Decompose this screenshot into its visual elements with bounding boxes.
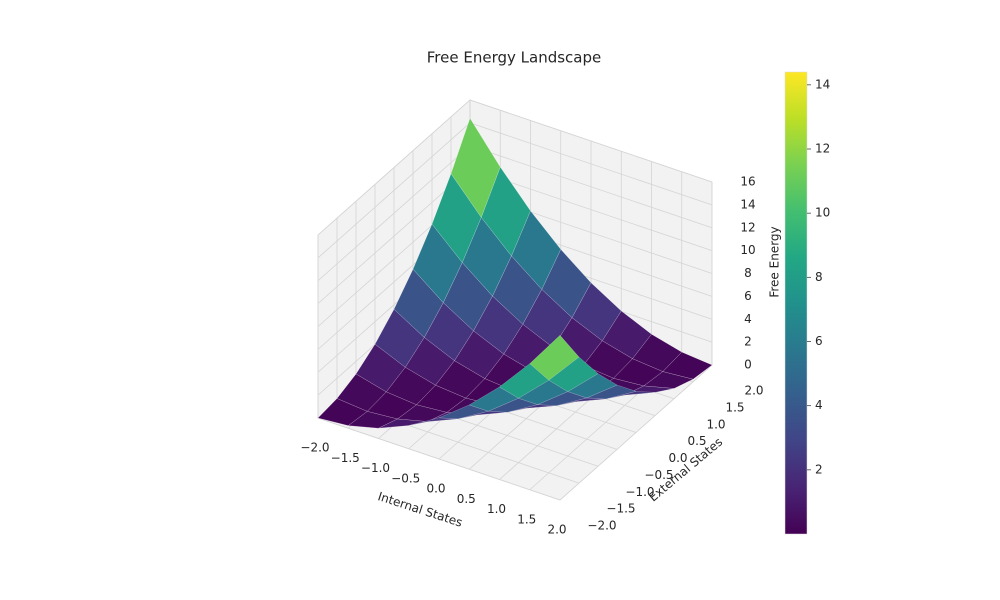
z-tick-label: 6 bbox=[744, 289, 752, 303]
grid-line bbox=[317, 122, 471, 259]
y-tick-label: 0.5 bbox=[687, 434, 706, 448]
y-tick-label: 2.0 bbox=[744, 384, 763, 398]
grid-line bbox=[317, 145, 471, 282]
colorbar-tick-label: 10 bbox=[815, 206, 830, 220]
surface-facet bbox=[643, 371, 694, 389]
z-tick-label: 8 bbox=[744, 266, 752, 280]
chart-title: Free Energy Landscape bbox=[427, 49, 601, 67]
colorbar-tick-label: 4 bbox=[815, 398, 823, 412]
x-tick-label: 0.5 bbox=[457, 492, 476, 506]
x-tick-label: 1.5 bbox=[517, 512, 536, 526]
colorbar bbox=[784, 71, 808, 535]
z-tick-label: 16 bbox=[740, 175, 755, 189]
z-axis-label: Free Energy bbox=[768, 226, 782, 297]
z-tick-label: 4 bbox=[744, 312, 752, 326]
grid-line bbox=[469, 99, 713, 183]
y-tick-label: 0.0 bbox=[668, 451, 687, 465]
y-tick-label: −0.5 bbox=[644, 468, 673, 482]
grid-line bbox=[469, 122, 713, 206]
x-axis-label: Internal States bbox=[376, 489, 464, 530]
colorbar-ticks: 2 4 6 8 10 12 14 bbox=[807, 77, 830, 476]
grid-line bbox=[469, 145, 713, 229]
surface-facet bbox=[548, 356, 599, 392]
surface-facet bbox=[567, 373, 618, 399]
colorbar-tick-label: 6 bbox=[815, 334, 823, 348]
y-tick-label: 1.5 bbox=[725, 400, 744, 414]
colorbar-tick-label: 12 bbox=[815, 142, 830, 156]
z-tick-label: 2 bbox=[744, 335, 752, 349]
y-tick-label: −2.0 bbox=[587, 519, 616, 533]
x-tick-label: 2.0 bbox=[547, 523, 566, 537]
colorbar-tick-label: 8 bbox=[815, 270, 823, 284]
surface-facet bbox=[529, 334, 580, 381]
z-tick-label: 14 bbox=[740, 197, 755, 211]
x-tick-label: −1.5 bbox=[331, 451, 360, 465]
x-tick-label: −2.0 bbox=[300, 441, 329, 455]
surface bbox=[317, 117, 713, 429]
z-tick-label: 0 bbox=[744, 358, 752, 372]
y-tick-label: −1.5 bbox=[606, 502, 635, 516]
surface-facet bbox=[605, 391, 656, 400]
x-tick-label: 1.0 bbox=[487, 502, 506, 516]
x-tick-label: 0.0 bbox=[426, 482, 445, 496]
grid-line bbox=[317, 417, 561, 501]
z-tick-label: 12 bbox=[740, 220, 755, 234]
z-tick-label: 10 bbox=[740, 243, 755, 257]
grid-line bbox=[317, 99, 471, 236]
x-tick-label: −0.5 bbox=[391, 471, 420, 485]
y-tick-label: −1.0 bbox=[625, 485, 654, 499]
labels: −2.0−1.5−1.0−0.50.00.51.01.52.0 −2.0−1.5−… bbox=[300, 175, 763, 537]
y-tick-label: 1.0 bbox=[706, 417, 725, 431]
x-tick-label: −1.0 bbox=[361, 461, 390, 475]
colorbar-tick-label: 14 bbox=[815, 77, 830, 91]
colorbar-tick-label: 2 bbox=[815, 462, 823, 476]
